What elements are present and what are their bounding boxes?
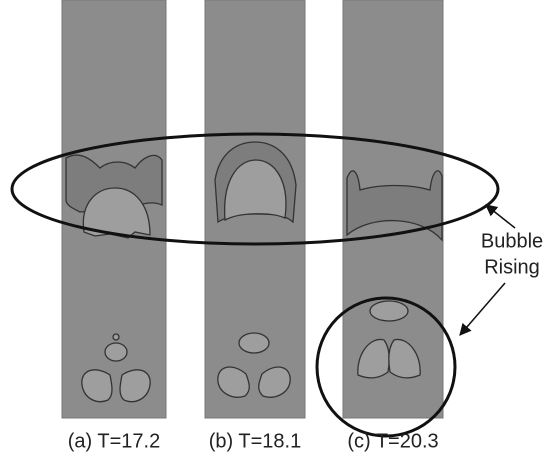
bubble [217,366,250,398]
bubble [112,333,120,341]
bubble [258,366,291,398]
annotation: Rising [484,256,540,278]
bubble-region [346,170,443,242]
bubble [119,369,151,403]
bubble [224,159,287,222]
bubble [238,332,270,354]
bubble [388,338,421,379]
arrow [485,204,516,229]
bubble [104,342,128,362]
panel-label: (b) T=18.1 [209,430,301,452]
bubble [81,369,113,403]
bubble [369,300,409,322]
panel-c [342,0,444,419]
highlight-circle [315,296,457,438]
annotation: Bubble [481,230,543,252]
arrow [459,282,506,336]
highlight-ellipse [10,132,500,246]
bubble [82,187,151,239]
panel-label: (c) T=20.3 [347,430,438,452]
panel-label: (a) T=17.2 [68,430,160,452]
panel-a [61,0,167,419]
panel-b [204,0,306,419]
